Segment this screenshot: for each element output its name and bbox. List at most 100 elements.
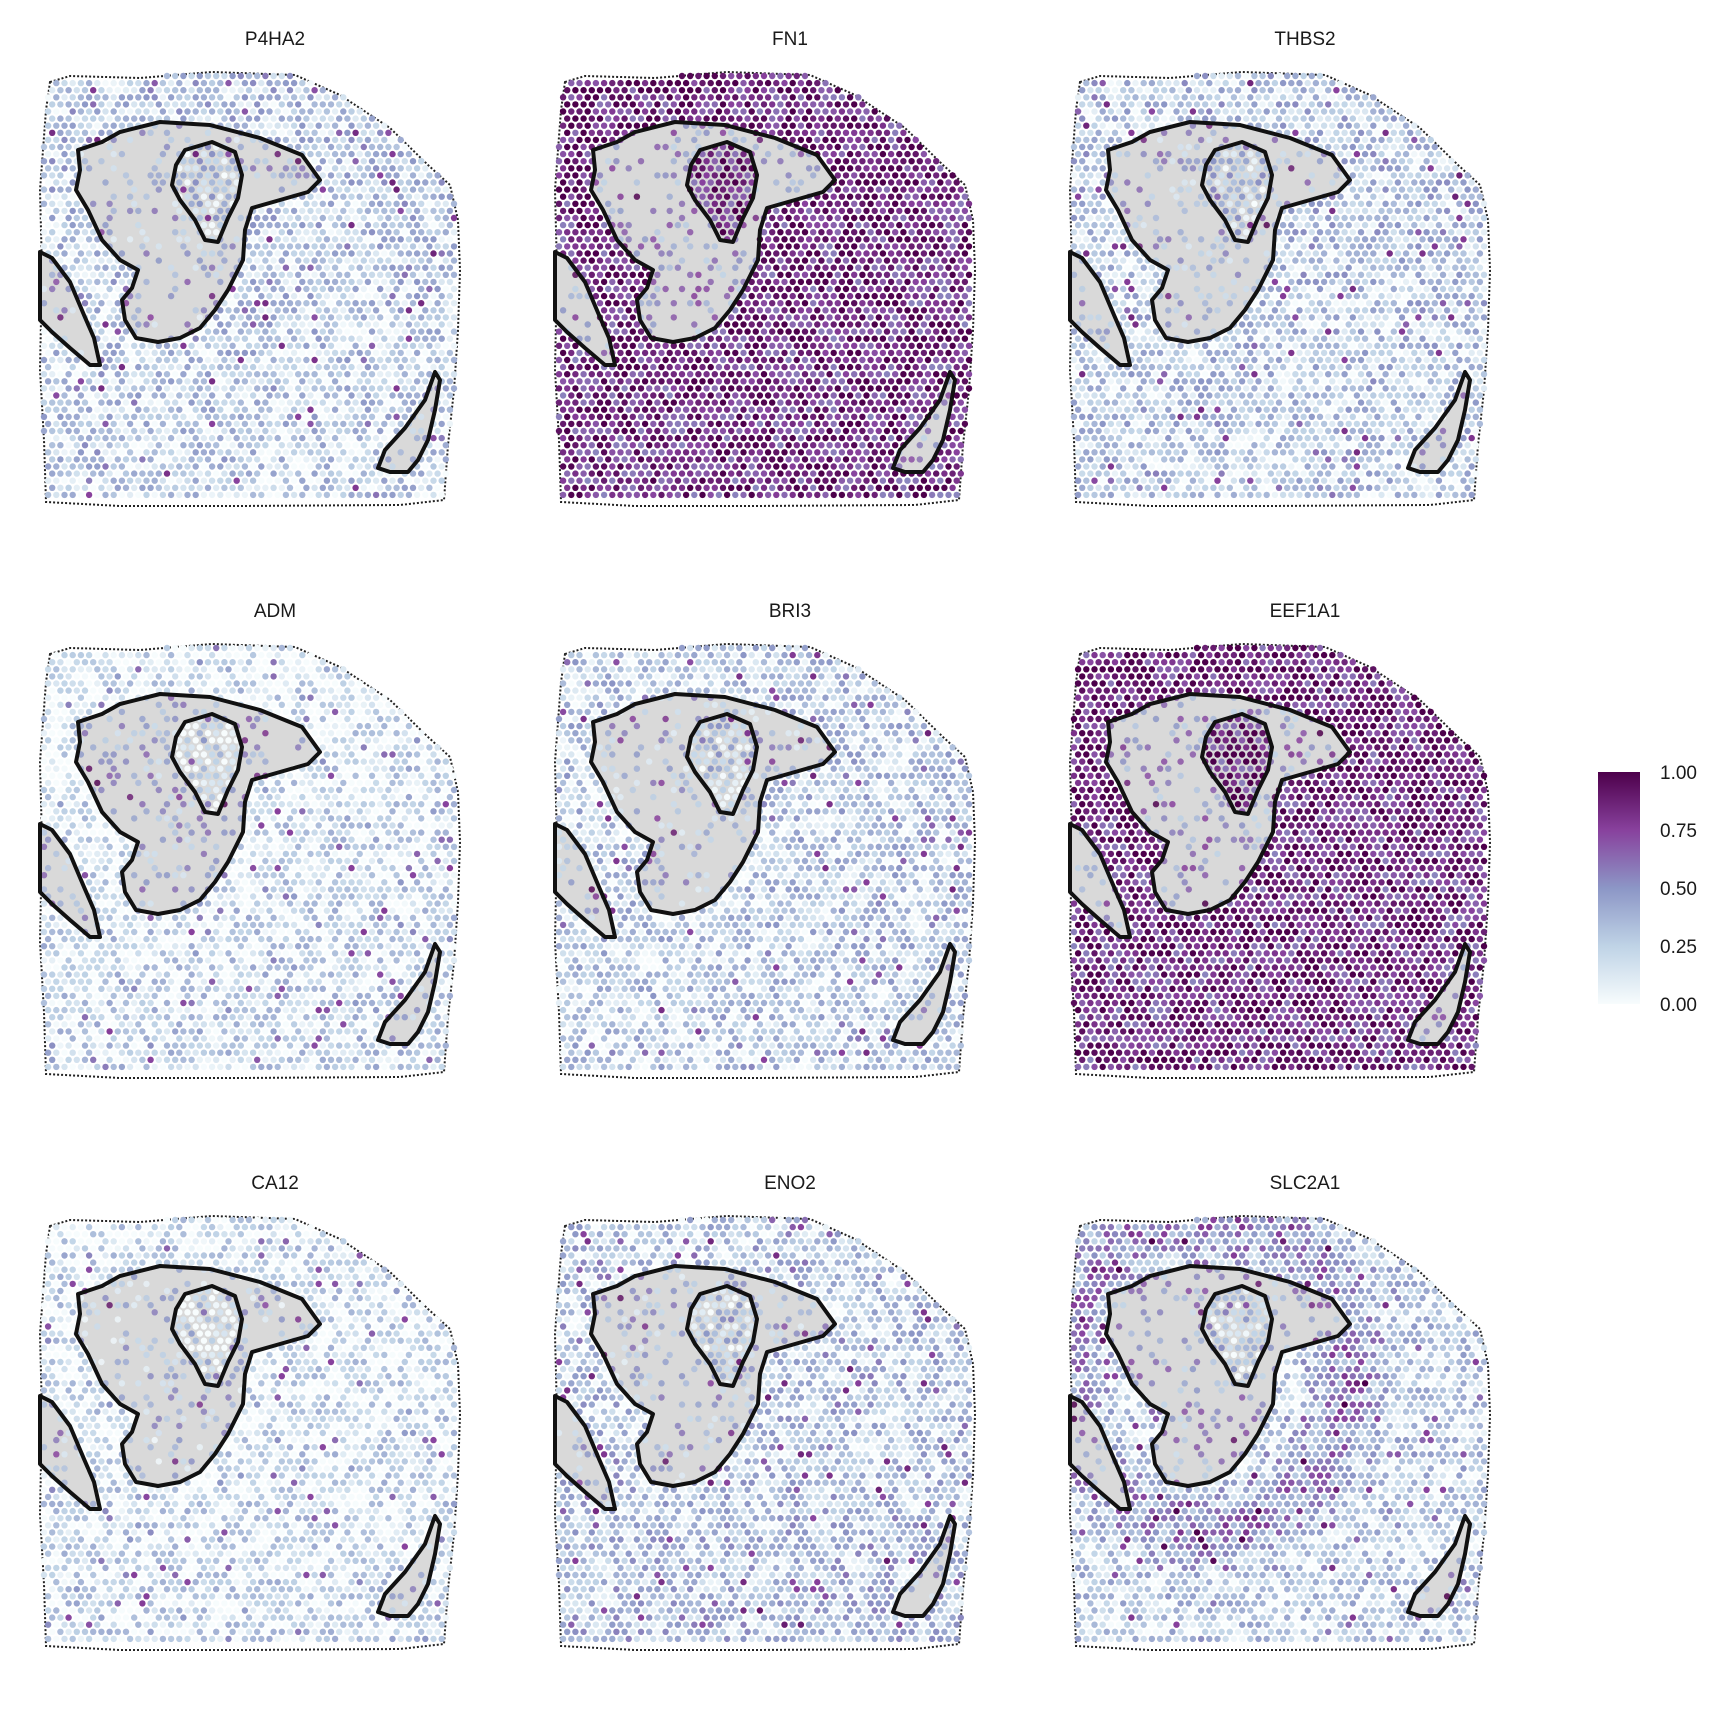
spot bbox=[303, 300, 310, 307]
spot bbox=[801, 328, 809, 335]
spot bbox=[381, 179, 388, 186]
spot bbox=[352, 413, 359, 420]
spot bbox=[204, 442, 212, 449]
spot bbox=[159, 449, 167, 456]
spot bbox=[687, 442, 694, 449]
spot bbox=[633, 179, 641, 186]
spot bbox=[875, 200, 882, 207]
spot bbox=[666, 363, 673, 371]
spot bbox=[863, 406, 870, 413]
spot bbox=[805, 292, 813, 300]
spot bbox=[225, 165, 232, 172]
spot bbox=[678, 285, 686, 293]
spot bbox=[900, 243, 907, 250]
spot bbox=[609, 463, 616, 470]
spot bbox=[572, 200, 579, 207]
spot bbox=[699, 392, 706, 399]
spot bbox=[691, 79, 698, 87]
spot bbox=[270, 484, 277, 491]
spot bbox=[719, 442, 727, 449]
spot bbox=[789, 278, 796, 286]
spot bbox=[609, 292, 616, 300]
spot bbox=[340, 165, 347, 172]
spot bbox=[184, 250, 191, 257]
spot bbox=[945, 179, 952, 186]
spot bbox=[785, 413, 792, 420]
spot bbox=[405, 250, 413, 257]
spot bbox=[311, 285, 318, 293]
spot bbox=[307, 108, 314, 115]
spot bbox=[707, 165, 714, 172]
spot bbox=[937, 349, 944, 357]
spot bbox=[53, 193, 60, 200]
spot bbox=[928, 292, 936, 300]
spot bbox=[299, 491, 306, 499]
spot bbox=[658, 236, 665, 243]
spot bbox=[777, 356, 784, 364]
spot bbox=[385, 186, 392, 193]
spot bbox=[871, 307, 878, 314]
spot bbox=[221, 314, 228, 321]
spot bbox=[213, 229, 220, 236]
spot bbox=[752, 356, 759, 364]
spot bbox=[965, 314, 973, 321]
spot bbox=[682, 108, 690, 115]
spot bbox=[286, 214, 294, 222]
spot bbox=[73, 413, 81, 420]
spot bbox=[637, 427, 645, 435]
spot bbox=[131, 186, 138, 193]
spot bbox=[957, 371, 964, 378]
spot bbox=[270, 399, 277, 406]
spot bbox=[859, 413, 866, 420]
spot bbox=[352, 214, 359, 222]
spot bbox=[633, 392, 641, 399]
spot bbox=[114, 427, 122, 435]
spot bbox=[904, 207, 911, 215]
spot bbox=[225, 136, 232, 144]
spot bbox=[846, 278, 854, 286]
spot bbox=[167, 449, 175, 456]
spot bbox=[348, 221, 355, 229]
spot bbox=[609, 94, 616, 101]
spot bbox=[98, 385, 105, 392]
spot bbox=[928, 477, 936, 484]
spot bbox=[711, 101, 718, 108]
spot bbox=[258, 434, 265, 442]
spot bbox=[728, 413, 735, 420]
spot bbox=[621, 285, 628, 293]
spot bbox=[625, 292, 632, 300]
spot bbox=[896, 278, 903, 286]
spot bbox=[789, 463, 796, 470]
spot bbox=[937, 193, 944, 200]
spot bbox=[368, 300, 376, 307]
spot bbox=[945, 207, 952, 215]
spot bbox=[438, 420, 445, 428]
spot bbox=[769, 399, 776, 406]
spot bbox=[245, 271, 253, 278]
spot bbox=[883, 356, 891, 364]
spot bbox=[377, 427, 384, 435]
spot bbox=[752, 427, 759, 435]
spot bbox=[249, 378, 257, 385]
spot bbox=[875, 143, 882, 151]
spot bbox=[637, 470, 645, 477]
spot bbox=[446, 420, 454, 428]
spot bbox=[920, 335, 928, 342]
spot bbox=[237, 143, 244, 151]
spot bbox=[385, 300, 392, 307]
spot bbox=[678, 456, 686, 463]
spot bbox=[838, 307, 846, 314]
spot bbox=[785, 229, 792, 236]
spot bbox=[904, 264, 911, 271]
spot bbox=[658, 477, 665, 484]
spot bbox=[871, 335, 878, 342]
spot bbox=[319, 300, 326, 307]
spot bbox=[303, 413, 310, 420]
spot bbox=[933, 356, 940, 364]
spot bbox=[434, 243, 441, 250]
spot bbox=[572, 314, 579, 321]
spot bbox=[65, 356, 72, 364]
spot bbox=[266, 491, 273, 499]
spot bbox=[360, 243, 367, 250]
spot bbox=[613, 271, 620, 278]
